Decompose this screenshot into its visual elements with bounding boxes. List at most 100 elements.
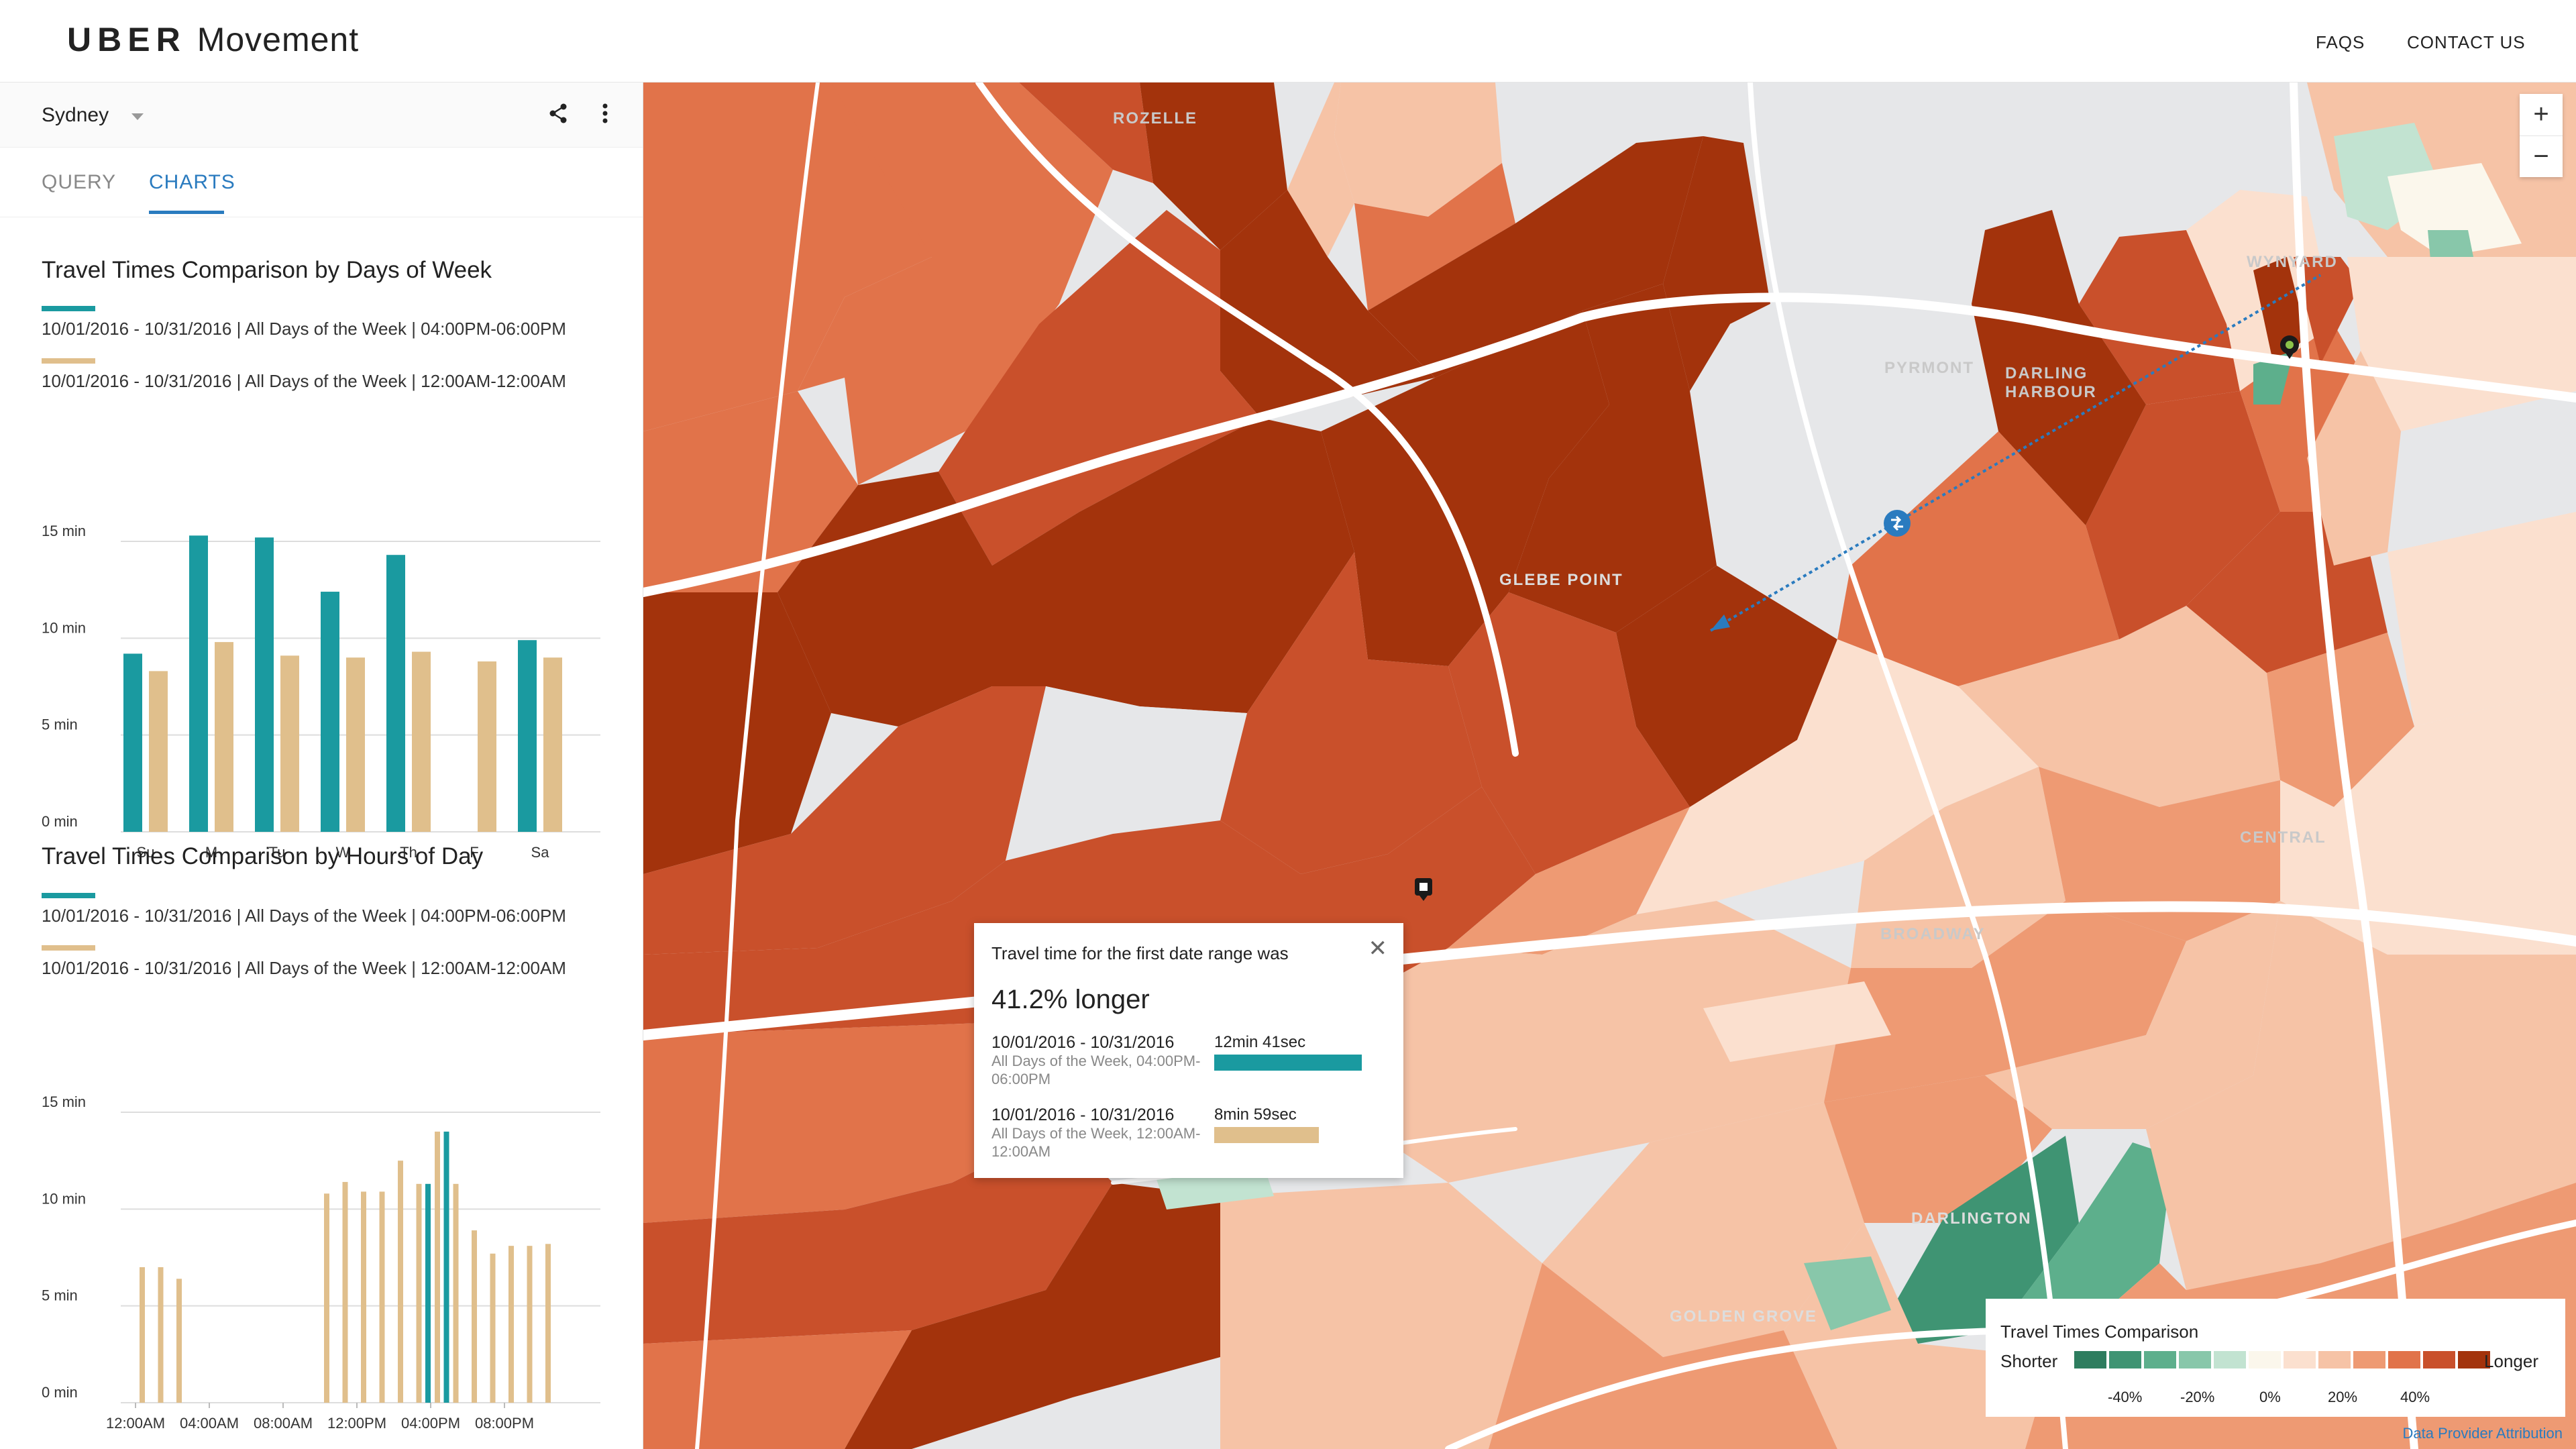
nav-contact-link[interactable]: CONTACT US: [2407, 32, 2526, 52]
chart-bar[interactable]: [545, 1244, 551, 1403]
tab-charts[interactable]: CHARTS: [149, 171, 235, 193]
x-tick-label: Th: [400, 844, 417, 861]
chart-bar[interactable]: [398, 1161, 403, 1403]
map-zone: [2280, 686, 2576, 955]
legend-right-label: Longer: [2484, 1351, 2538, 1371]
map-zone: [1220, 552, 1482, 874]
x-tick-label: Sa: [531, 844, 550, 861]
chart-bar[interactable]: [379, 1191, 385, 1403]
route-arrow: [1711, 614, 1730, 631]
chart-bar[interactable]: [280, 655, 299, 832]
route-swap-icon[interactable]: [1884, 510, 1911, 537]
zoom-in-button[interactable]: +: [2520, 94, 2563, 136]
chart-bar[interactable]: [215, 642, 233, 832]
chart-bar[interactable]: [472, 1230, 477, 1403]
destination-marker-icon[interactable]: [1415, 878, 1432, 901]
chart-bar[interactable]: [435, 1131, 440, 1403]
logo[interactable]: UBER Movement: [67, 20, 359, 59]
travel-time-popup: ✕ Travel time for the first date range w…: [974, 923, 1403, 1178]
popup-percent: 41.2% longer: [991, 985, 1150, 1014]
origin-marker-icon[interactable]: [2280, 335, 2299, 359]
first-range-label: 10/01/2016 - 10/31/2016 | All Days of th…: [42, 319, 566, 339]
chart-bar[interactable]: [416, 1183, 422, 1403]
x-tick-label: 08:00AM: [254, 1415, 313, 1432]
legend-title: Travel Times Comparison: [2000, 1322, 2199, 1342]
map-zone: [643, 592, 831, 874]
chart-bar[interactable]: [386, 555, 405, 832]
x-tick-label: Su: [137, 844, 155, 861]
y-tick-label: 5 min: [42, 1287, 78, 1304]
map-zone: [643, 686, 1046, 955]
map-zone: [643, 1129, 1113, 1344]
map-zone: [1006, 686, 1247, 861]
legend-swatch: [2109, 1351, 2141, 1368]
chart-bar[interactable]: [518, 640, 537, 832]
attribution-link[interactable]: Data Provider Attribution: [2402, 1425, 2563, 1442]
city-select[interactable]: Sydney: [42, 104, 109, 126]
chart-bar[interactable]: [508, 1246, 514, 1403]
map-zone: [1542, 1102, 1864, 1357]
chart-bar[interactable]: [346, 657, 365, 832]
x-tick-label: W: [336, 844, 350, 861]
chart-bar[interactable]: [490, 1253, 496, 1403]
second-range-label: 10/01/2016 - 10/31/2016 | All Days of th…: [42, 958, 566, 978]
chart-bar[interactable]: [453, 1183, 459, 1403]
chart-bar[interactable]: [425, 1183, 431, 1403]
chart-bar[interactable]: [140, 1267, 145, 1403]
city-selector-row: Sydney: [0, 83, 643, 148]
legend-tick: 20%: [2328, 1389, 2358, 1405]
y-tick-label: 5 min: [42, 716, 78, 733]
chart-bar[interactable]: [443, 1131, 449, 1403]
map-label: GLEBE POINT: [1499, 571, 1623, 589]
map-zone: [1220, 190, 1435, 418]
y-tick-label: 0 min: [42, 1384, 78, 1401]
first-range-label: 10/01/2016 - 10/31/2016 | All Days of th…: [42, 906, 566, 926]
chart-title-hours: Travel Times Comparison by Hours of Day: [42, 843, 484, 869]
logo-brand: UBER: [67, 21, 186, 58]
zoom-out-button[interactable]: −: [2533, 142, 2549, 171]
choropleth-map[interactable]: [643, 83, 2576, 1449]
chart-bar[interactable]: [255, 537, 274, 832]
x-tick-label: 04:00AM: [180, 1415, 239, 1432]
more-vertical-icon[interactable]: [592, 100, 619, 127]
map-label: GOLDEN GROVE: [1670, 1307, 1818, 1326]
zoom-control: + −: [2520, 94, 2563, 177]
tab-query[interactable]: QUERY: [42, 171, 117, 193]
chart-bar[interactable]: [321, 592, 339, 832]
chart-bar[interactable]: [342, 1181, 348, 1403]
chevron-down-icon[interactable]: [131, 113, 144, 120]
legend-swatch: [2318, 1351, 2351, 1368]
map-zone: [1663, 136, 1770, 391]
nav-faqs-link[interactable]: FAQS: [2316, 32, 2365, 52]
chart-bar[interactable]: [527, 1246, 533, 1403]
map-zone: [643, 1022, 1059, 1223]
popup-title: Travel time for the first date range was: [991, 943, 1289, 963]
chart-bar[interactable]: [412, 651, 431, 832]
map-view[interactable]: ROZELLE PYRMONT DARLING HARBOUR WYNYARD …: [643, 83, 2576, 1449]
y-tick-label: 10 min: [42, 1190, 86, 1207]
close-icon[interactable]: ✕: [1368, 936, 1388, 961]
map-zones: [643, 83, 2576, 1449]
chart-bar[interactable]: [543, 657, 562, 832]
second-range-label: 10/01/2016 - 10/31/2016 | All Days of th…: [42, 371, 566, 391]
legend-tick: 40%: [2400, 1389, 2430, 1405]
map-zone: [1509, 284, 1717, 633]
chart-bar[interactable]: [176, 1279, 182, 1403]
chart-bar[interactable]: [361, 1191, 366, 1403]
chart-bar[interactable]: [158, 1267, 164, 1403]
chart-bar[interactable]: [189, 535, 208, 832]
chart-bar[interactable]: [149, 671, 168, 832]
popup-row-value: 8min 59sec: [1214, 1106, 1297, 1124]
map-zone: [2387, 512, 2576, 727]
share-icon[interactable]: [545, 100, 572, 127]
chart-bar[interactable]: [478, 661, 496, 832]
chart-bar[interactable]: [324, 1193, 329, 1403]
chart-bar[interactable]: [123, 653, 142, 832]
map-label: BROADWAY: [1880, 925, 1986, 943]
map-zone: [1368, 136, 1703, 378]
popup-row-bar: [1214, 1055, 1362, 1071]
popup-row-detail: All Days of the Week, 12:00AM-12:00AM: [991, 1125, 1201, 1160]
days-of-week-chart: 0 min 5 min 10 min 15 min Su M Tu W Th F Sa: [42, 523, 600, 861]
legend-swatch: [2249, 1351, 2281, 1368]
map-zone: [777, 472, 992, 727]
